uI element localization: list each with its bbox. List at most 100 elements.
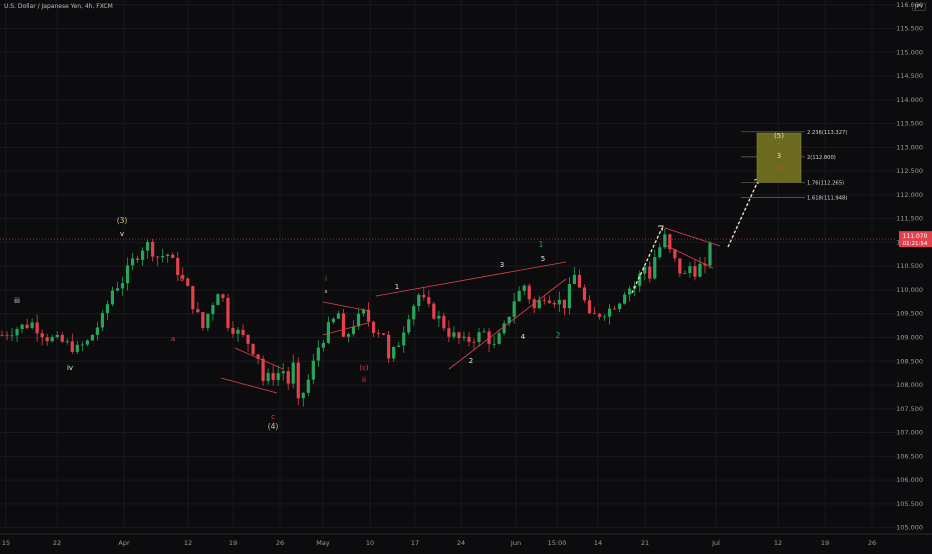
currency-badge[interactable]: JPY (911, 3, 926, 11)
candle-body (643, 266, 647, 274)
candle-body (572, 274, 577, 285)
candle-body (502, 323, 506, 334)
candle-body (301, 392, 305, 399)
x-tick-label: Apr (118, 539, 130, 547)
candle-body (50, 337, 54, 342)
candle-body (557, 299, 561, 305)
candle-body (653, 257, 657, 279)
candle-body (708, 243, 712, 266)
candle-body (5, 335, 9, 337)
y-tick-label: 109.000 (896, 333, 923, 341)
y-tick-label: 108.000 (896, 381, 923, 389)
candle-body (306, 379, 310, 393)
candle-body (422, 294, 426, 298)
wave-label-corrective: a (171, 335, 175, 343)
y-tick-label: 106.000 (896, 476, 923, 484)
candle-body (417, 294, 421, 307)
projection-arrow (727, 180, 759, 248)
candle-body (95, 327, 100, 335)
wave-label-corrective: ii (362, 376, 366, 384)
fib-level-label: 1.76(112.265) (807, 180, 844, 186)
candle-body (166, 254, 170, 257)
candle-body (30, 322, 34, 328)
candle-body (321, 342, 325, 348)
candle-body (432, 303, 436, 319)
candle-body (35, 322, 39, 334)
candle-body (407, 319, 411, 333)
candle-body (542, 299, 546, 301)
candle-body (286, 371, 290, 384)
trend-line (664, 227, 721, 247)
candle-body (100, 313, 105, 328)
x-tick-label: 21 (641, 539, 649, 547)
wave-label-corrective: (c) (359, 364, 369, 372)
candle-body (658, 247, 662, 258)
candle-body (663, 234, 667, 248)
price-tag-countdown: 01:21:54 (903, 241, 928, 247)
candle-body (587, 300, 592, 314)
target-box (756, 132, 802, 183)
candle-body (693, 266, 697, 277)
candle-body (366, 309, 371, 322)
projection-arrow (631, 227, 663, 294)
x-tick-label: 19 (821, 539, 829, 547)
candle-body (311, 360, 315, 380)
trend-line (322, 322, 369, 336)
x-tick-label: May (316, 539, 330, 547)
wave-label: 2 (469, 357, 473, 365)
y-tick-label: 113.000 (896, 143, 923, 151)
candle-body (271, 373, 275, 381)
candle-body (577, 274, 582, 288)
candle-body (497, 333, 501, 344)
candle-body (90, 334, 94, 341)
candle-body (683, 273, 687, 274)
fib-level-label: 2(112.800) (807, 155, 836, 161)
candle-body (452, 332, 456, 337)
wave-label-alt: 2 (556, 331, 561, 340)
candle-body (221, 294, 225, 298)
y-tick-label: 114.500 (896, 72, 923, 80)
candle-body (211, 305, 215, 314)
candle-body (156, 256, 160, 258)
candle-body (296, 362, 300, 399)
y-tick-label: 109.500 (896, 310, 923, 318)
trend-line (664, 244, 714, 269)
x-tick-label: 14 (594, 539, 602, 547)
candle-body (161, 256, 165, 258)
candle-body (130, 258, 135, 266)
candle-body (582, 287, 587, 301)
price-tag-box (899, 231, 932, 248)
wave-label: s (325, 289, 328, 295)
candle-body (457, 332, 461, 339)
candle-body (326, 322, 330, 343)
candle-body (135, 258, 140, 260)
candle-body (140, 250, 145, 260)
y-tick-label: 112.000 (896, 191, 923, 199)
candle-body (176, 257, 180, 276)
y-tick-label: 112.500 (896, 167, 923, 175)
wave-label-major: (4) (268, 422, 279, 431)
candle-body (437, 315, 441, 319)
candle-body (648, 266, 652, 279)
wave-label-alt: 1 (539, 240, 544, 249)
candle-body (231, 327, 235, 334)
candle-body (618, 303, 622, 310)
candle-body (703, 263, 707, 266)
candle-body (40, 333, 44, 338)
candle-body (673, 249, 677, 259)
candle-body (256, 354, 260, 359)
candle-body (146, 241, 150, 251)
y-tick-label: 105.000 (896, 524, 923, 532)
trend-line (448, 278, 567, 370)
y-tick-label: 107.500 (896, 405, 923, 413)
wave-label: 3 (500, 261, 504, 269)
candle-body (246, 334, 250, 344)
x-tick-label: 19 (229, 539, 237, 547)
candle-body (607, 308, 612, 317)
y-tick-label: 115.500 (896, 25, 923, 33)
candle-body (70, 341, 74, 352)
candle-body (668, 234, 672, 250)
trend-line (220, 377, 278, 394)
